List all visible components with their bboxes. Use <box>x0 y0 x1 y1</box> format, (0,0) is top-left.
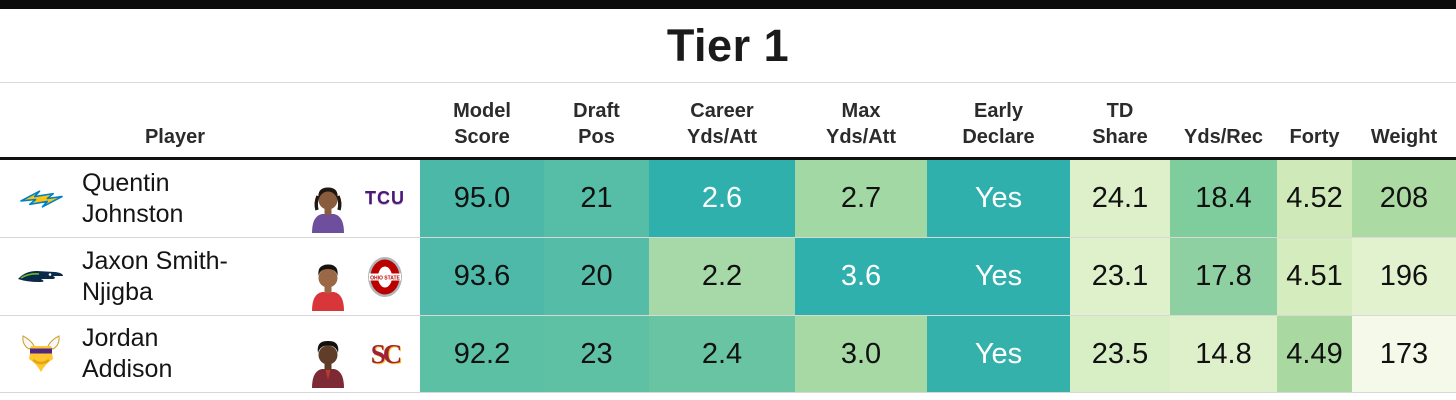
header-top-divider <box>0 82 1456 83</box>
header-bottom-rule <box>0 157 1456 160</box>
player-headshot <box>278 238 350 315</box>
cell-td-share: 24.1 <box>1070 160 1170 237</box>
table-row-jordan-addison: Jordan Addison SC 92.2 23 2.4 3.0 Yes 23… <box>0 316 1456 393</box>
cell-draft-pos: 21 <box>544 160 649 237</box>
cell-career-yds-att: 2.2 <box>649 238 795 315</box>
cell-max-yds-att: 3.0 <box>795 316 927 392</box>
cell-career-yds-att: 2.6 <box>649 160 795 237</box>
player-name: Jordan Addison <box>82 324 173 383</box>
table-row-jaxon-smith-njigba: Jaxon Smith- Njigba OHIO STA <box>0 238 1456 316</box>
cell-early-declare: Yes <box>927 160 1070 237</box>
ohio-state-label: OHIO STATE <box>370 275 400 281</box>
cell-model-score: 93.6 <box>420 238 544 315</box>
cell-career-yds-att: 2.4 <box>649 316 795 392</box>
col-header-draft-pos: Draft Pos <box>573 100 620 148</box>
seahawks-logo-icon <box>0 268 82 286</box>
cell-draft-pos: 23 <box>544 316 649 392</box>
player-cell: Jordan Addison SC <box>0 316 420 392</box>
vikings-logo-icon <box>0 333 82 375</box>
ohio-state-logo-icon: OHIO STATE <box>350 255 420 299</box>
cell-draft-pos: 20 <box>544 238 649 315</box>
col-header-max-yds-att: Max Yds/Att <box>826 100 896 148</box>
cell-weight: 208 <box>1352 160 1456 237</box>
tcu-logo-icon: TCU <box>365 188 405 208</box>
col-header-yds-rec: Yds/Rec <box>1184 126 1263 148</box>
player-cell: Quentin Johnston TCU <box>0 160 420 237</box>
usc-logo-icon: SC <box>370 338 402 369</box>
cell-forty: 4.49 <box>1277 316 1352 392</box>
col-header-early-declare: Early Declare <box>962 100 1035 148</box>
top-border-bar <box>0 0 1456 9</box>
col-header-weight: Weight <box>1370 126 1438 148</box>
table-row-quentin-johnston: Quentin Johnston TCU 95.0 21 2.6 2.7 Yes <box>0 160 1456 238</box>
col-header-model-score: Model Score <box>453 100 511 148</box>
cell-td-share: 23.5 <box>1070 316 1170 392</box>
player-name: Jaxon Smith- Njigba <box>82 246 228 306</box>
col-header-td-share: TD Share <box>1092 100 1148 148</box>
col-header-label: Player <box>144 126 206 148</box>
cell-forty: 4.51 <box>1277 238 1352 315</box>
cell-model-score: 95.0 <box>420 160 544 237</box>
player-cell: Jaxon Smith- Njigba OHIO STA <box>0 238 420 315</box>
cell-max-yds-att: 3.6 <box>795 238 927 315</box>
cell-weight: 173 <box>1352 316 1456 392</box>
cell-early-declare: Yes <box>927 316 1070 392</box>
col-header-career-yds-att: Career Yds/Att <box>687 100 757 148</box>
cell-weight: 196 <box>1352 238 1456 315</box>
col-header-player: Player <box>0 83 420 157</box>
player-headshot <box>278 160 350 237</box>
cell-model-score: 92.2 <box>420 316 544 392</box>
table-header-row: Player Model Score Draft Pos Career Yds/Att… <box>0 83 1456 157</box>
tier-title: Tier 1 <box>666 19 790 71</box>
cell-yds-rec: 17.8 <box>1170 238 1277 315</box>
player-headshot <box>278 316 350 392</box>
player-name: Quentin Johnston <box>82 168 184 228</box>
cell-max-yds-att: 2.7 <box>795 160 927 237</box>
cell-yds-rec: 18.4 <box>1170 160 1277 237</box>
cell-td-share: 23.1 <box>1070 238 1170 315</box>
cell-early-declare: Yes <box>927 238 1070 315</box>
chargers-bolt-logo-icon <box>0 188 82 210</box>
cell-forty: 4.52 <box>1277 160 1352 237</box>
col-header-forty: Forty <box>1289 126 1340 148</box>
cell-yds-rec: 14.8 <box>1170 316 1277 392</box>
